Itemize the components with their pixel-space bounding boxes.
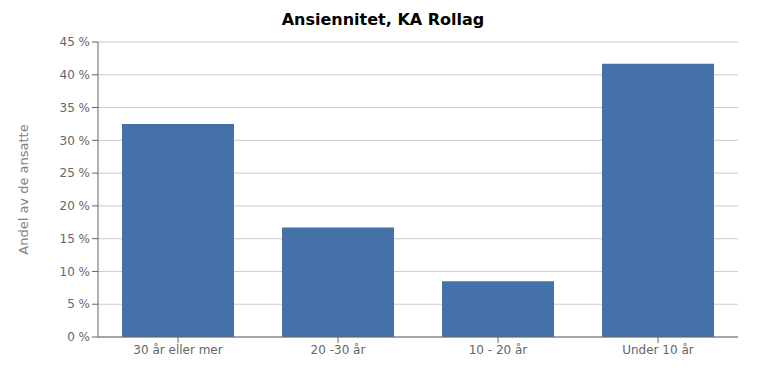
svg-text:Andel av de ansatte: Andel av de ansatte bbox=[16, 124, 31, 254]
svg-text:40 %: 40 % bbox=[60, 68, 91, 82]
svg-text:30 år eller mer: 30 år eller mer bbox=[133, 343, 222, 357]
svg-text:25 %: 25 % bbox=[60, 166, 91, 180]
svg-text:15 %: 15 % bbox=[60, 232, 91, 246]
svg-text:35 %: 35 % bbox=[60, 101, 91, 115]
svg-text:5 %: 5 % bbox=[67, 297, 90, 311]
svg-text:45 %: 45 % bbox=[60, 35, 91, 49]
svg-text:30 %: 30 % bbox=[60, 134, 91, 148]
svg-text:Under 10 år: Under 10 år bbox=[622, 343, 694, 357]
svg-text:0 %: 0 % bbox=[67, 330, 90, 344]
svg-text:10 - 20 år: 10 - 20 år bbox=[469, 343, 528, 357]
html-text:Ansiennitet, KA Rollag: Ansiennitet, KA Rollag bbox=[281, 10, 485, 29]
svg-text:20 %: 20 % bbox=[60, 199, 91, 213]
svg-text:20 -30 år: 20 -30 år bbox=[311, 343, 366, 357]
svg-text:10 %: 10 % bbox=[60, 265, 91, 279]
